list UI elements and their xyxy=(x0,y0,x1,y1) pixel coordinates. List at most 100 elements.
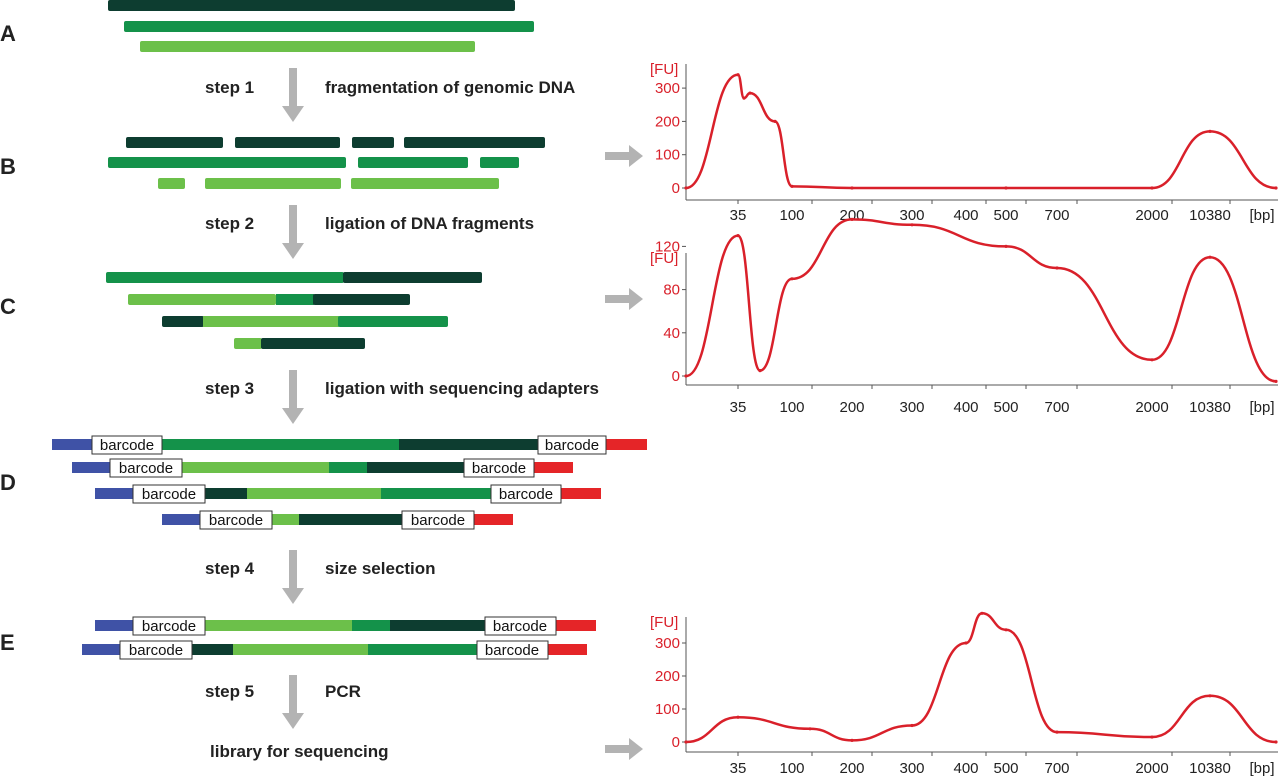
barcode-label: barcode xyxy=(100,437,154,454)
trace-point xyxy=(1055,730,1059,734)
barcode-box: barcode xyxy=(199,510,273,530)
adapter-red xyxy=(605,439,647,450)
step-4-label: step 4 xyxy=(205,559,255,578)
x-tick-label: 300 xyxy=(899,760,924,777)
trace-point xyxy=(1208,255,1212,259)
x-tick-label: 400 xyxy=(953,760,978,777)
fragment-mid xyxy=(338,316,448,327)
trace-point xyxy=(790,184,794,188)
trace-point xyxy=(773,119,777,123)
down-arrow-icon xyxy=(282,675,304,729)
panel-e-selected: barcode barcode barcode barcode xyxy=(82,616,596,660)
panel-c-ligated xyxy=(106,272,482,349)
trace-point xyxy=(758,369,762,373)
fragment-light xyxy=(182,462,330,473)
y-tick-label: 200 xyxy=(655,113,680,130)
adapter-fragment-row: barcode barcode xyxy=(95,616,596,636)
panel-label-e: E xyxy=(0,630,15,655)
x-tick-label: 10380 xyxy=(1189,760,1231,777)
barcode-label: barcode xyxy=(142,618,196,635)
y-tick-label: 300 xyxy=(655,635,680,652)
barcode-label: barcode xyxy=(129,642,183,659)
trace-point xyxy=(808,727,812,731)
trace-point xyxy=(1055,266,1059,270)
fragment-light xyxy=(351,178,499,189)
panel-label-a: A xyxy=(0,21,16,46)
panel-label-d: D xyxy=(0,470,16,495)
fragment-mid xyxy=(368,644,478,655)
trace-point xyxy=(1208,694,1212,698)
fragment-dark xyxy=(126,137,223,148)
barcode-box: barcode xyxy=(476,640,549,660)
fragment-light xyxy=(205,620,353,631)
fragment-light xyxy=(234,338,262,349)
electropherogram-e: [FU] 0 100 200 300 35 100 200 300 400 500 700 2000 10… xyxy=(650,611,1278,777)
barcode-label: barcode xyxy=(142,486,196,503)
x-tick-label: 2000 xyxy=(1135,399,1168,416)
adapter-fragment-row: barcode barcode xyxy=(95,484,601,504)
adapter-blue xyxy=(95,620,135,631)
trace-point xyxy=(1004,628,1008,632)
barcode-label: barcode xyxy=(545,437,599,454)
x-tick-label: 100 xyxy=(779,399,804,416)
adapter-blue xyxy=(162,514,202,525)
down-arrow-icon xyxy=(282,370,304,424)
trace-point xyxy=(736,234,740,238)
y-axis-unit-label: [FU] xyxy=(650,614,678,631)
adapter-red xyxy=(547,644,587,655)
panel-label-c: C xyxy=(0,294,16,319)
right-arrows xyxy=(605,145,643,760)
x-tick-label: 100 xyxy=(779,207,804,224)
x-tick-label: 500 xyxy=(993,207,1018,224)
barcode-label: barcode xyxy=(485,642,539,659)
x-tick-label: 10380 xyxy=(1189,207,1231,224)
adapter-blue xyxy=(52,439,92,450)
fragment-mid xyxy=(358,157,468,168)
trace-point xyxy=(1150,186,1154,190)
down-arrow-icon xyxy=(282,205,304,259)
trace-point xyxy=(790,277,794,281)
fragment-light xyxy=(203,316,339,327)
barcode-box: barcode xyxy=(537,435,607,455)
step-4-description: size selection xyxy=(325,559,436,578)
fragment-mid xyxy=(352,620,391,631)
x-tick-label: 700 xyxy=(1044,207,1069,224)
y-tick-label: 40 xyxy=(663,325,680,342)
y-tick-label: 300 xyxy=(655,80,680,97)
x-tick-label: 400 xyxy=(953,207,978,224)
trace-point xyxy=(910,223,914,227)
adapter-fragment-row: barcode barcode xyxy=(82,640,587,660)
fragment-dark xyxy=(299,514,403,525)
step-2: step 2 ligation of DNA fragments xyxy=(205,214,534,233)
trace-point xyxy=(736,715,740,719)
fragment-mid xyxy=(329,462,368,473)
y-tick-label: 200 xyxy=(655,668,680,685)
adapter-fragment-row: barcode barcode xyxy=(52,435,647,455)
fragment-light xyxy=(247,488,382,499)
x-tick-label: 500 xyxy=(993,760,1018,777)
panel-b-fragments xyxy=(108,137,545,189)
x-tick-label: 200 xyxy=(839,399,864,416)
step-1-description: fragmentation of genomic DNA xyxy=(325,78,575,97)
y-tick-label: 120 xyxy=(655,238,680,255)
right-arrow-icon xyxy=(605,738,643,760)
dna-strand-mid xyxy=(124,21,534,32)
y-tick-label: 80 xyxy=(663,282,680,299)
x-tick-label: 400 xyxy=(953,399,978,416)
barcode-box: barcode xyxy=(91,435,163,455)
right-arrow-icon xyxy=(605,145,643,167)
trace-point xyxy=(684,186,688,190)
x-tick-label: 500 xyxy=(993,399,1018,416)
step-5-description: PCR xyxy=(325,682,361,701)
fragment-dark xyxy=(191,644,234,655)
down-arrow-icon xyxy=(282,68,304,122)
x-tick-label: 100 xyxy=(779,760,804,777)
y-axis-unit-label: [FU] xyxy=(650,250,678,267)
trace-point xyxy=(850,217,854,221)
trace-point xyxy=(1004,186,1008,190)
adapter-blue xyxy=(95,488,135,499)
x-tick-label: 700 xyxy=(1044,399,1069,416)
adapter-red xyxy=(555,620,596,631)
